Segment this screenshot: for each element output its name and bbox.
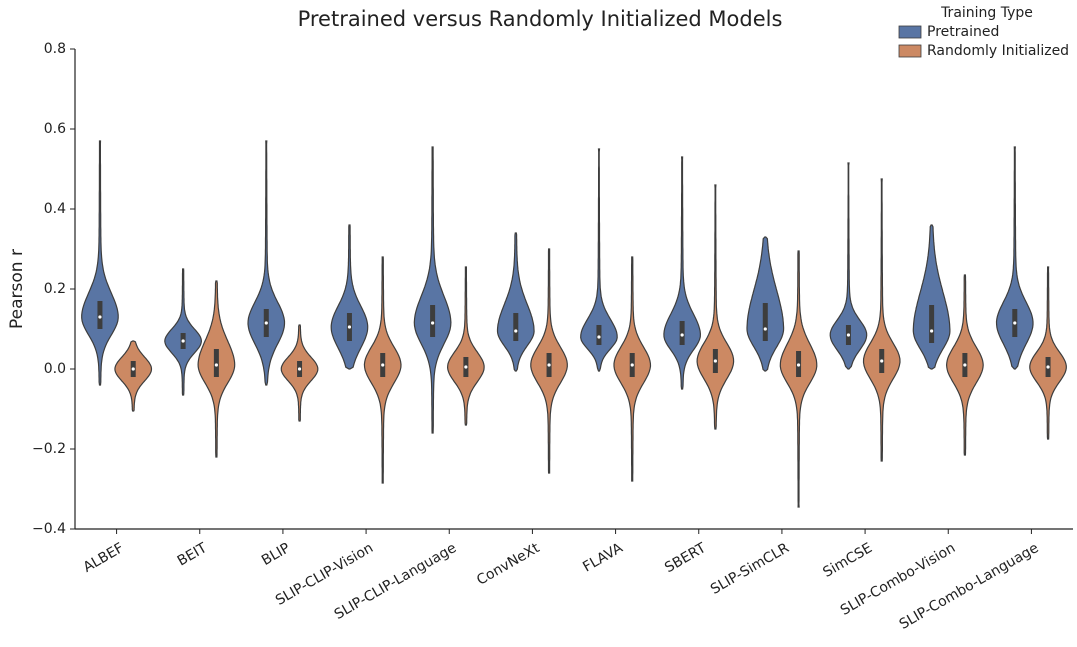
violin: [164, 268, 203, 396]
median: [98, 315, 102, 319]
violin: [995, 146, 1034, 370]
median: [630, 363, 634, 367]
y-tick-label: 0.6: [44, 121, 66, 137]
median: [846, 333, 851, 337]
legend-label: Randomly Initialized: [927, 43, 1069, 59]
y-tick-label: −0.2: [32, 441, 66, 457]
iqr-box: [513, 313, 519, 341]
median: [1013, 321, 1017, 325]
median: [880, 359, 884, 363]
median: [381, 363, 385, 367]
violin: [862, 178, 901, 462]
x-tick-label: ConvNeXt: [474, 540, 543, 589]
iqr-box: [596, 325, 602, 345]
iqr-box: [762, 303, 768, 341]
chart-title: Pretrained versus Randomly Initialized M…: [298, 7, 783, 31]
median: [347, 325, 352, 329]
x-tick-label: SLIP-SimCLR: [708, 540, 792, 598]
median: [181, 339, 185, 343]
violin: [779, 250, 818, 508]
median: [1046, 365, 1050, 369]
violin: [829, 162, 868, 370]
median: [713, 359, 717, 363]
median: [930, 329, 934, 333]
violin: [446, 266, 485, 426]
violin: [247, 140, 286, 386]
y-tick-label: 0.0: [44, 361, 66, 377]
violin: [496, 232, 535, 372]
legend-swatch: [898, 44, 922, 58]
violin: [1029, 266, 1067, 440]
iqr-box: [213, 349, 219, 377]
x-tick-label: ALBEF: [81, 540, 127, 576]
y-tick-label: 0.2: [44, 281, 66, 297]
legend-swatch: [898, 25, 922, 39]
median: [464, 365, 468, 369]
x-tick-label: FLAVA: [580, 540, 626, 576]
median: [547, 363, 551, 367]
iqr-box: [97, 301, 103, 329]
median: [264, 321, 268, 325]
x-tick-label: SLIP-Combo-Language: [897, 540, 1042, 633]
iqr-box: [929, 305, 935, 343]
median: [431, 321, 435, 325]
median: [214, 363, 218, 367]
median: [131, 367, 135, 371]
violin: [663, 156, 702, 390]
y-axis-label: Pearson r: [7, 249, 27, 329]
violin: [580, 148, 618, 372]
violin: [912, 224, 951, 370]
median: [680, 333, 684, 337]
median: [514, 329, 518, 333]
iqr-box: [430, 305, 436, 337]
iqr-box: [679, 321, 685, 345]
median: [796, 363, 801, 367]
x-tick-label: SimCSE: [820, 540, 875, 581]
violin: [81, 140, 119, 386]
median: [963, 363, 967, 367]
y-tick-label: −0.4: [32, 521, 66, 537]
median: [297, 367, 302, 371]
median: [597, 335, 601, 339]
violin: [696, 184, 735, 430]
y-tick-label: 0.4: [44, 201, 66, 217]
violin: [330, 224, 369, 370]
x-tick-label: BEIT: [175, 540, 210, 570]
x-tick-label: SBERT: [662, 540, 709, 576]
median: [763, 327, 767, 331]
x-tick-label: BLIP: [259, 540, 293, 569]
legend-title: Training Type: [940, 5, 1033, 21]
violin: [413, 146, 452, 434]
y-tick-label: 0.8: [44, 41, 66, 57]
legend-label: Pretrained: [927, 24, 999, 40]
